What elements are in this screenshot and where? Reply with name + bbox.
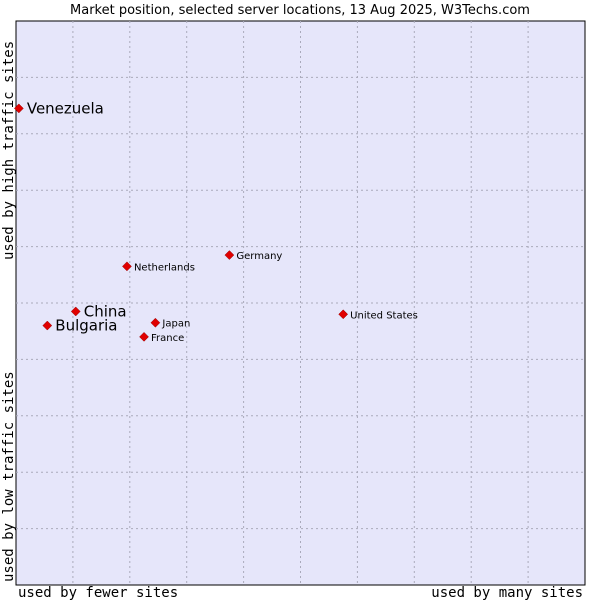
point-marker: [70, 306, 81, 317]
point-marker: [139, 331, 149, 342]
point-marker: [338, 309, 349, 320]
point-japan: Japan: [150, 317, 190, 330]
point-label: Netherlands: [134, 262, 195, 273]
y-axis-label-low: used by low traffic sites: [1, 371, 17, 582]
point-marker: [42, 320, 53, 331]
point-united-states: United States: [338, 309, 418, 321]
point-netherlands: Netherlands: [122, 261, 195, 273]
point-venezuela: Venezuela: [13, 99, 104, 117]
point-marker: [122, 261, 132, 272]
point-france: France: [139, 331, 184, 344]
point-label: Venezuela: [27, 99, 104, 117]
point-marker: [150, 317, 161, 328]
point-bulgaria: Bulgaria: [42, 317, 118, 335]
point-label: Japan: [161, 319, 190, 330]
data-points: Venezuela Germany Netherlands China United S…: [13, 99, 418, 344]
x-axis-label-high: used by many sites: [431, 585, 583, 600]
grid-lines: [16, 21, 585, 585]
point-china: China: [70, 302, 127, 320]
x-axis-label-low: used by fewer sites: [18, 585, 178, 600]
point-label: United States: [350, 310, 418, 321]
point-marker: [224, 250, 235, 260]
point-label: France: [151, 333, 184, 344]
point-marker: [13, 103, 24, 114]
point-label: Germany: [236, 251, 282, 262]
point-germany: Germany: [224, 250, 282, 262]
y-axis-label-high: used by high traffic sites: [1, 41, 17, 260]
point-label: China: [84, 302, 127, 320]
chart-title: Market position, selected server locatio…: [70, 3, 530, 18]
point-label: Bulgaria: [55, 317, 117, 335]
